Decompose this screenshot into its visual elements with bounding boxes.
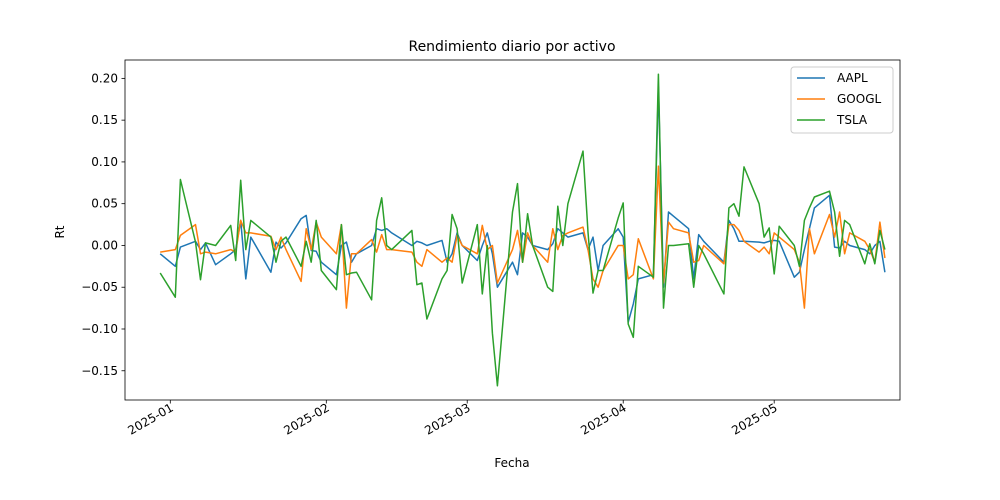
y-tick-label: 0.20 xyxy=(91,71,118,85)
y-tick-label: −0.05 xyxy=(81,280,118,294)
y-tick-label: −0.15 xyxy=(81,364,118,378)
y-tick-label: 0.00 xyxy=(91,238,118,252)
legend-label-aapl: AAPL xyxy=(837,71,868,85)
y-tick-label: 0.15 xyxy=(91,113,118,127)
y-tick-label: 0.05 xyxy=(91,197,118,211)
y-axis-label: Rt xyxy=(53,225,67,238)
legend-box xyxy=(790,66,894,134)
series-line-tsla xyxy=(159,73,886,387)
chart-title: Rendimiento diario por activo xyxy=(408,39,615,55)
plot-frame xyxy=(124,59,901,401)
legend-label-googl: GOOGL xyxy=(837,92,881,106)
x-axis-label: Fecha xyxy=(494,456,529,470)
legend-label-tsla: TSLA xyxy=(836,113,868,127)
y-tick-label: 0.10 xyxy=(91,155,118,169)
y-tick-label: −0.10 xyxy=(81,322,118,336)
legend: AAPL GOOGL TSLA xyxy=(790,66,894,134)
